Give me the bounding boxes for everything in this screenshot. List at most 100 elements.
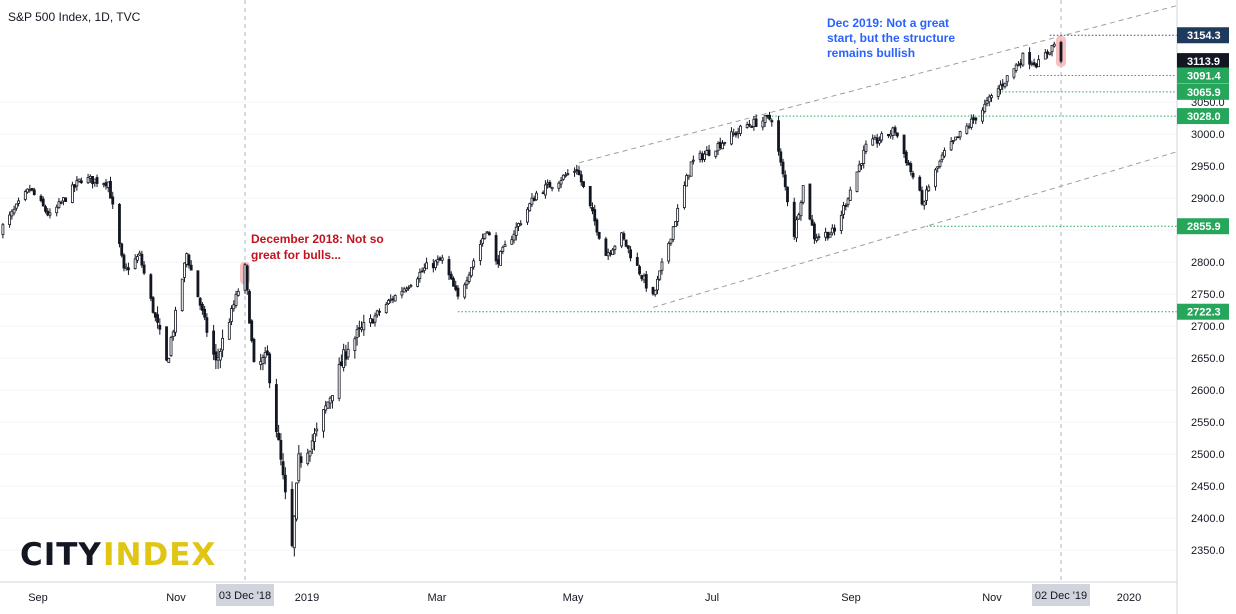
candle-up [739, 125, 742, 134]
time-tick-label: May [563, 592, 584, 604]
candle-down [911, 172, 915, 178]
candle-down [214, 351, 218, 361]
candle-up [295, 482, 298, 520]
candle-down [420, 270, 424, 273]
candle-down [754, 118, 758, 127]
price-level-badge-text: 3091.4 [1187, 71, 1222, 83]
candle-up [1037, 59, 1040, 68]
candle-up [949, 141, 953, 151]
candle-up [1021, 52, 1025, 66]
candle-up [313, 433, 316, 443]
candle-up [510, 239, 514, 245]
candle-up [824, 231, 828, 238]
candle-down [956, 136, 960, 139]
candle-down [189, 264, 193, 271]
candle-down [624, 239, 628, 247]
price-level-badge [1177, 67, 1229, 84]
candle-down [532, 197, 536, 202]
candle-up [472, 260, 476, 268]
candle-up [292, 515, 296, 549]
candle-down [626, 245, 630, 249]
candle-up [732, 132, 736, 135]
candle-up [465, 280, 469, 286]
candle-down [700, 153, 704, 161]
candle-up [613, 245, 617, 250]
candle-up [503, 244, 507, 247]
candle-down [454, 285, 458, 291]
candle-up [535, 192, 538, 201]
price-tick-label: 2950.0 [1191, 161, 1225, 173]
candle-up [559, 180, 563, 185]
price-tick-label: 2700.0 [1191, 321, 1225, 333]
candle-down [781, 161, 785, 175]
candle-up [1048, 52, 1052, 55]
candle-up [102, 183, 106, 186]
candle-down [826, 231, 830, 239]
last-price-badge [1177, 53, 1229, 70]
candle-up [499, 250, 502, 266]
candle-up [801, 185, 805, 203]
candle-up [124, 266, 128, 270]
candle-down [734, 132, 738, 136]
candle-down [252, 338, 256, 362]
candle-up [135, 256, 139, 261]
candle-down [786, 186, 789, 203]
time-tick-label: Jul [705, 592, 719, 604]
candle-down [91, 175, 94, 185]
candle-up [797, 214, 801, 220]
candle-up [236, 290, 240, 296]
price-level-badge [1177, 108, 1229, 125]
candle-up [674, 221, 677, 228]
price-tick-label: 2500.0 [1191, 449, 1225, 461]
candle-up [8, 214, 12, 225]
candle-up [517, 223, 520, 227]
candle-up [878, 140, 881, 144]
candle-down [644, 274, 648, 289]
candle-up [169, 337, 173, 357]
candle-up [514, 226, 518, 236]
candle-down [575, 169, 579, 172]
logo-index-text: INDEX [103, 537, 216, 573]
candle-up [17, 200, 20, 204]
candle-down [248, 290, 251, 324]
candle-down [447, 259, 451, 276]
candle-down [487, 232, 491, 236]
candle-up [167, 358, 171, 363]
annotation-dec-2019: Dec 2019: Not a great start, but the str… [827, 16, 955, 60]
price-tick-label: 2750.0 [1191, 289, 1225, 301]
time-tick-label: Nov [166, 592, 186, 604]
candle-down [111, 196, 115, 205]
candle-down [972, 117, 975, 120]
candle-up [234, 293, 238, 306]
candle-up [342, 349, 346, 368]
candle-down [777, 120, 780, 152]
candle-down [907, 162, 910, 166]
candle-up [620, 232, 624, 247]
candle-up [873, 137, 877, 140]
candle-up [180, 278, 184, 311]
candle-up [440, 257, 444, 261]
candle-up [543, 184, 547, 196]
candle-up [891, 127, 895, 136]
candle-up [373, 315, 377, 323]
candle-up [564, 174, 567, 177]
candle-up [842, 205, 845, 215]
candle-up [230, 308, 233, 322]
candle-up [557, 182, 561, 189]
candle-down [277, 432, 281, 441]
time-tick-label: Mar [428, 592, 447, 604]
candle-up [62, 197, 65, 202]
candle-series [1, 40, 1063, 557]
candle-up [687, 174, 691, 178]
candle-down [895, 132, 899, 137]
candle-up [530, 197, 534, 205]
price-tick-label: 3000.0 [1191, 129, 1225, 141]
candle-up [483, 233, 487, 239]
candle-up [830, 227, 834, 234]
candle-down [1059, 42, 1063, 62]
candle-up [407, 287, 411, 289]
price-level-badge [1177, 218, 1229, 235]
candle-up [470, 266, 473, 277]
candle-down [279, 440, 283, 460]
